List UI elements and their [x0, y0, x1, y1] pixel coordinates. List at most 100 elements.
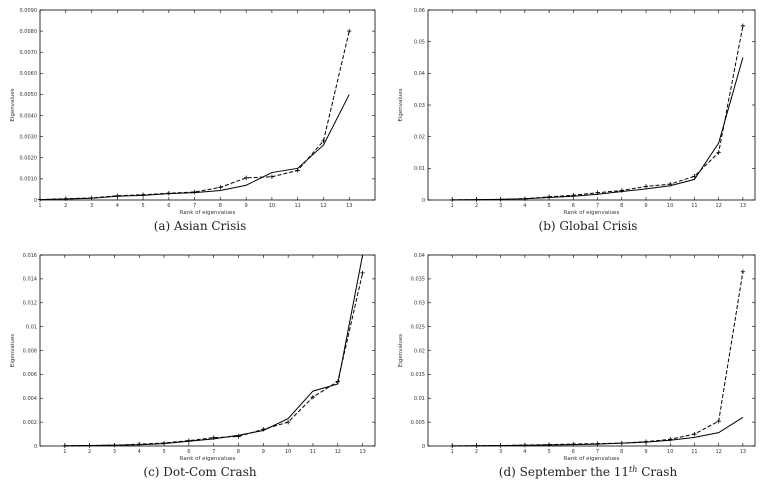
- x-axis-label: Rank of eigenvalues: [564, 456, 620, 462]
- data-point-marker: [498, 443, 503, 448]
- data-point-marker: [236, 434, 241, 439]
- y-tick-label: 0.0060: [20, 71, 38, 77]
- data-point-marker: [192, 189, 197, 195]
- caption-text: (a) Asian Crisis: [154, 219, 247, 233]
- x-tick-label: 8: [237, 449, 240, 455]
- x-tick-label: 13: [346, 203, 352, 209]
- data-point-marker: [668, 181, 673, 187]
- data-point-marker: [571, 441, 576, 447]
- x-tick-label: 12: [715, 203, 721, 209]
- y-tick-label: 0.025: [411, 324, 425, 330]
- x-tick-label: 5: [548, 449, 551, 455]
- caption-text: (b) Global Crisis: [539, 219, 638, 233]
- plot-frame: [427, 9, 756, 201]
- x-tick-label: 11: [691, 449, 697, 455]
- data-point-marker: [261, 427, 266, 432]
- series-line-dashed: [39, 30, 350, 201]
- x-tick-label: 8: [620, 203, 623, 209]
- y-tick-label: 0.01: [414, 396, 425, 402]
- data-point-marker: [89, 195, 94, 201]
- y-tick-label: 0.06: [414, 8, 425, 14]
- x-tick-label: 2: [475, 449, 478, 455]
- data-point-marker: [450, 443, 455, 449]
- x-tick-label: 12: [715, 449, 721, 455]
- y-tick-label: 0.03: [414, 301, 425, 307]
- x-tick-label: 12: [335, 449, 341, 455]
- data-point-marker: [243, 175, 249, 181]
- data-point-marker: [140, 192, 146, 197]
- x-tick-label: 1: [38, 203, 41, 209]
- data-point-marker: [668, 437, 673, 442]
- data-point-marker: [474, 197, 479, 202]
- x-tick-label: 3: [113, 449, 116, 455]
- data-point-marker: [740, 269, 746, 274]
- data-point-marker: [335, 379, 340, 384]
- x-tick-label: 3: [499, 449, 502, 455]
- data-point-marker: [347, 28, 352, 34]
- x-tick-label: 12: [320, 203, 326, 209]
- x-axis-label: Rank of eigenvalues: [180, 210, 236, 216]
- y-tick-label: 0.02: [414, 134, 425, 140]
- x-tick-label: 4: [138, 449, 141, 455]
- y-tick-label: 0.02: [414, 348, 425, 354]
- x-tick-label: 2: [64, 203, 67, 209]
- y-tick-label: 0.03: [414, 103, 425, 109]
- caption-text: (c) Dot-Com Crash: [143, 465, 256, 479]
- x-tick-label: 4: [523, 449, 526, 455]
- caption-tail: Crash: [637, 465, 677, 479]
- y-axis-label: Eigenvalues: [398, 88, 404, 121]
- data-point-marker: [692, 174, 697, 179]
- data-point-marker: [643, 439, 649, 444]
- x-tick-label: 9: [262, 449, 265, 455]
- x-tick-label: 2: [475, 203, 478, 209]
- y-tick-label: 0.002: [23, 420, 37, 426]
- y-tick-label: 0.0020: [20, 156, 38, 162]
- plot-frame: [427, 254, 756, 447]
- panel-caption: (d) September the 11th Crash: [499, 465, 678, 479]
- x-tick-label: 4: [116, 203, 119, 209]
- data-point-marker: [595, 190, 600, 195]
- x-tick-label: 1: [451, 449, 454, 455]
- x-tick-label: 8: [219, 203, 222, 209]
- y-tick-label: 0.004: [23, 396, 37, 402]
- data-point-marker: [295, 168, 300, 173]
- x-tick-label: 3: [499, 203, 502, 209]
- data-point-marker: [522, 442, 528, 448]
- x-tick-label: 11: [295, 203, 301, 209]
- data-point-marker: [285, 419, 291, 425]
- data-point-marker: [643, 184, 649, 189]
- x-tick-label: 5: [162, 449, 165, 455]
- data-point-marker: [619, 188, 624, 193]
- x-tick-label: 6: [167, 203, 170, 209]
- x-tick-label: 11: [691, 203, 697, 209]
- data-point-marker: [595, 441, 600, 446]
- x-tick-label: 7: [596, 203, 599, 209]
- data-point-marker: [63, 196, 68, 201]
- data-point-marker: [269, 174, 275, 179]
- x-tick-label: 8: [620, 449, 623, 455]
- x-tick-label: 7: [193, 203, 196, 209]
- x-tick-label: 1: [451, 203, 454, 209]
- data-point-marker: [137, 442, 142, 447]
- y-tick-label: 0.005: [411, 420, 425, 426]
- x-tick-label: 10: [667, 449, 673, 455]
- x-axis-label: Rank of eigenvalues: [564, 210, 620, 216]
- series-line-solid: [39, 94, 350, 201]
- x-tick-label: 10: [285, 449, 291, 455]
- x-tick-label: 9: [245, 203, 248, 209]
- x-tick-label: 4: [523, 203, 526, 209]
- y-tick-label: 0.014: [23, 277, 37, 283]
- data-point-marker: [211, 435, 216, 440]
- data-point-marker: [474, 443, 479, 448]
- x-tick-label: 13: [359, 449, 365, 455]
- data-point-marker: [498, 197, 503, 202]
- series-line-dashed: [452, 271, 744, 447]
- x-tick-label: 5: [141, 203, 144, 209]
- y-tick-label: 0.006: [23, 372, 37, 378]
- x-tick-label: 9: [644, 203, 647, 209]
- data-point-marker: [186, 438, 192, 443]
- x-tick-label: 1: [63, 449, 66, 455]
- x-tick-label: 9: [644, 449, 647, 455]
- y-tick-label: 0.01: [414, 166, 425, 172]
- y-tick-label: 0.04: [414, 71, 425, 77]
